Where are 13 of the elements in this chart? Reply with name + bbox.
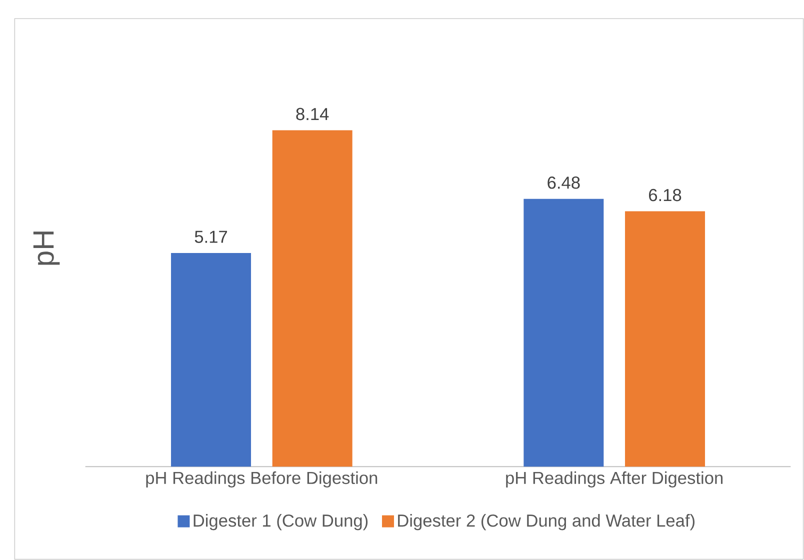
legend-label: Digester 1 (Cow Dung) (194, 514, 368, 530)
data-label: 6.48 (548, 176, 580, 189)
data-label: 5.17 (194, 230, 227, 243)
x-tick-label: pH Readings Before Digestion (146, 471, 378, 488)
x-tick-label: pH Readings After Digestion (506, 471, 723, 488)
data-label: 8.14 (296, 108, 329, 120)
data-label: 6.18 (649, 188, 682, 202)
legend-label: Digester 2 (Cow Dung and Water Leaf) (398, 514, 694, 530)
bar (272, 130, 352, 467)
bar (625, 211, 705, 467)
bar (171, 252, 252, 467)
y-axis-title: pH (33, 232, 60, 265)
bar (524, 198, 604, 467)
